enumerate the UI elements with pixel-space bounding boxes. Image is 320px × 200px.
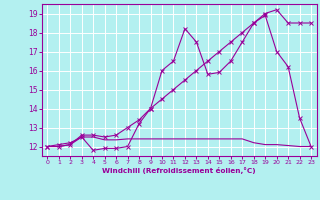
X-axis label: Windchill (Refroidissement éolien,°C): Windchill (Refroidissement éolien,°C) (102, 167, 256, 174)
